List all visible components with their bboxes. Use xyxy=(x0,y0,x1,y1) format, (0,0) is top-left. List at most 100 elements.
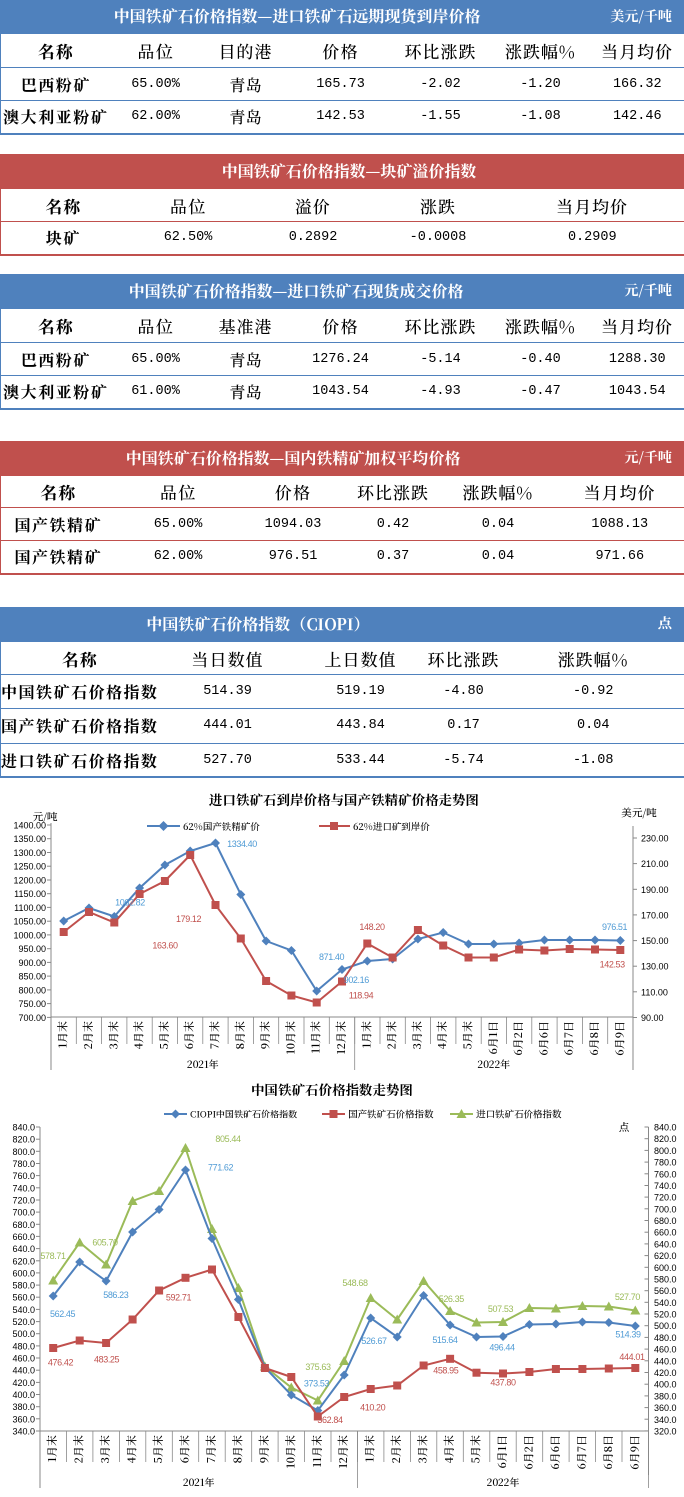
svg-text:580.0: 580.0 xyxy=(12,1281,35,1291)
svg-text:540.0: 540.0 xyxy=(654,1298,677,1308)
svg-text:720.0: 720.0 xyxy=(654,1193,677,1203)
svg-text:340.0: 340.0 xyxy=(654,1415,677,1425)
svg-text:1月末: 1月末 xyxy=(358,1021,374,1048)
svg-text:170.00: 170.00 xyxy=(641,910,669,920)
svg-text:1000.00: 1000.00 xyxy=(13,930,46,940)
svg-text:871.40: 871.40 xyxy=(319,952,345,962)
svg-text:1300.00: 1300.00 xyxy=(13,848,46,858)
svg-text:902.16: 902.16 xyxy=(344,975,370,985)
svg-text:62%国产铁精矿价: 62%国产铁精矿价 xyxy=(183,819,260,833)
svg-text:6月1日: 6月1日 xyxy=(485,1021,501,1054)
svg-text:1150.00: 1150.00 xyxy=(14,889,46,899)
svg-text:420.0: 420.0 xyxy=(12,1378,35,1388)
svg-text:515.64: 515.64 xyxy=(432,1335,458,1345)
svg-text:6月6日: 6月6日 xyxy=(535,1021,551,1056)
svg-text:1100.00: 1100.00 xyxy=(14,903,46,913)
svg-text:1月末: 1月末 xyxy=(44,1435,60,1462)
svg-text:586.23: 586.23 xyxy=(103,1290,129,1300)
svg-text:500.0: 500.0 xyxy=(12,1329,35,1339)
svg-text:4月末: 4月末 xyxy=(131,1021,147,1049)
svg-text:805.44: 805.44 xyxy=(215,1134,241,1144)
svg-text:840.0: 840.0 xyxy=(654,1123,677,1133)
svg-text:3月末: 3月末 xyxy=(415,1435,431,1463)
svg-text:进口铁矿石价格指数: 进口铁矿石价格指数 xyxy=(476,1107,562,1121)
svg-text:6月1日: 6月1日 xyxy=(494,1435,510,1468)
svg-text:4月末: 4月末 xyxy=(441,1435,457,1463)
svg-text:440.0: 440.0 xyxy=(654,1356,677,1366)
svg-text:9月末: 9月末 xyxy=(257,1021,273,1049)
svg-text:1月末: 1月末 xyxy=(362,1435,378,1462)
svg-text:6月7日: 6月7日 xyxy=(561,1021,577,1055)
svg-text:3月末: 3月末 xyxy=(97,1435,113,1463)
svg-text:6月9日: 6月9日 xyxy=(626,1435,642,1470)
svg-text:163.60: 163.60 xyxy=(152,941,178,951)
svg-text:380.0: 380.0 xyxy=(654,1391,677,1401)
svg-text:5月末: 5月末 xyxy=(468,1435,484,1463)
svg-text:483.25: 483.25 xyxy=(94,1355,120,1365)
svg-text:820.0: 820.0 xyxy=(12,1135,35,1145)
svg-text:340.0: 340.0 xyxy=(12,1427,35,1437)
svg-text:375.63: 375.63 xyxy=(305,1362,331,1372)
svg-text:1062.82: 1062.82 xyxy=(115,898,145,908)
svg-text:2021年: 2021年 xyxy=(183,1474,215,1489)
svg-text:540.0: 540.0 xyxy=(12,1305,35,1315)
svg-text:元/吨: 元/吨 xyxy=(33,810,58,825)
svg-text:7月末: 7月末 xyxy=(203,1435,219,1463)
svg-text:142.53: 142.53 xyxy=(600,960,626,970)
svg-text:4月末: 4月末 xyxy=(124,1435,140,1463)
svg-text:700.00: 700.00 xyxy=(18,1013,46,1023)
svg-text:10月末: 10月末 xyxy=(282,1021,298,1054)
svg-text:6月2日: 6月2日 xyxy=(520,1435,536,1470)
svg-text:11月末: 11月末 xyxy=(308,1021,324,1053)
svg-text:9月末: 9月末 xyxy=(256,1435,272,1463)
svg-text:460.0: 460.0 xyxy=(654,1345,677,1355)
svg-text:680.0: 680.0 xyxy=(654,1216,677,1226)
svg-text:5月末: 5月末 xyxy=(460,1021,476,1049)
svg-text:10月末: 10月末 xyxy=(282,1435,298,1468)
svg-text:976.51: 976.51 xyxy=(602,922,628,932)
svg-text:750.00: 750.00 xyxy=(18,999,46,1009)
svg-text:360.0: 360.0 xyxy=(654,1403,677,1413)
svg-text:12月末: 12月末 xyxy=(335,1435,351,1468)
svg-text:720.0: 720.0 xyxy=(12,1196,35,1206)
svg-text:444.01: 444.01 xyxy=(619,1352,645,1362)
svg-text:6月7日: 6月7日 xyxy=(573,1435,589,1469)
svg-text:780.0: 780.0 xyxy=(12,1159,35,1169)
svg-text:514.39: 514.39 xyxy=(615,1330,641,1340)
svg-text:460.0: 460.0 xyxy=(12,1354,35,1364)
svg-text:660.0: 660.0 xyxy=(12,1232,35,1242)
svg-text:592.71: 592.71 xyxy=(166,1293,192,1303)
svg-text:11月末: 11月末 xyxy=(309,1435,325,1467)
svg-text:476.42: 476.42 xyxy=(48,1358,74,1368)
svg-text:373.53: 373.53 xyxy=(304,1379,330,1389)
svg-text:6月8日: 6月8日 xyxy=(600,1435,616,1470)
svg-text:1200.00: 1200.00 xyxy=(13,876,46,886)
svg-text:6月末: 6月末 xyxy=(181,1021,197,1049)
svg-text:210.00: 210.00 xyxy=(641,859,669,869)
svg-text:3月末: 3月末 xyxy=(105,1021,121,1049)
svg-text:6月2日: 6月2日 xyxy=(510,1021,526,1056)
svg-text:360.0: 360.0 xyxy=(12,1414,35,1424)
svg-text:110.00: 110.00 xyxy=(641,987,668,997)
svg-text:850.00: 850.00 xyxy=(18,972,46,982)
svg-text:1400.00: 1400.00 xyxy=(13,821,46,831)
svg-text:660.0: 660.0 xyxy=(654,1228,677,1238)
svg-text:4月末: 4月末 xyxy=(434,1021,450,1049)
svg-text:148.20: 148.20 xyxy=(359,922,385,932)
svg-text:605.70: 605.70 xyxy=(92,1238,118,1248)
svg-text:900.00: 900.00 xyxy=(18,958,46,968)
svg-text:点: 点 xyxy=(619,1120,630,1135)
svg-text:8月末: 8月末 xyxy=(232,1021,248,1049)
svg-text:580.0: 580.0 xyxy=(654,1275,677,1285)
svg-text:620.0: 620.0 xyxy=(12,1256,35,1266)
svg-text:700.0: 700.0 xyxy=(12,1208,35,1218)
svg-text:6月9日: 6月9日 xyxy=(611,1021,627,1056)
svg-text:美元/吨: 美元/吨 xyxy=(621,806,656,821)
svg-text:480.0: 480.0 xyxy=(12,1341,35,1351)
svg-text:526.67: 526.67 xyxy=(361,1336,387,1346)
svg-text:国产铁矿石价格指数: 国产铁矿石价格指数 xyxy=(348,1107,434,1121)
svg-text:820.0: 820.0 xyxy=(654,1134,677,1144)
svg-text:118.94: 118.94 xyxy=(349,991,374,1001)
svg-text:1050.00: 1050.00 xyxy=(13,917,46,927)
svg-text:760.0: 760.0 xyxy=(654,1169,677,1179)
